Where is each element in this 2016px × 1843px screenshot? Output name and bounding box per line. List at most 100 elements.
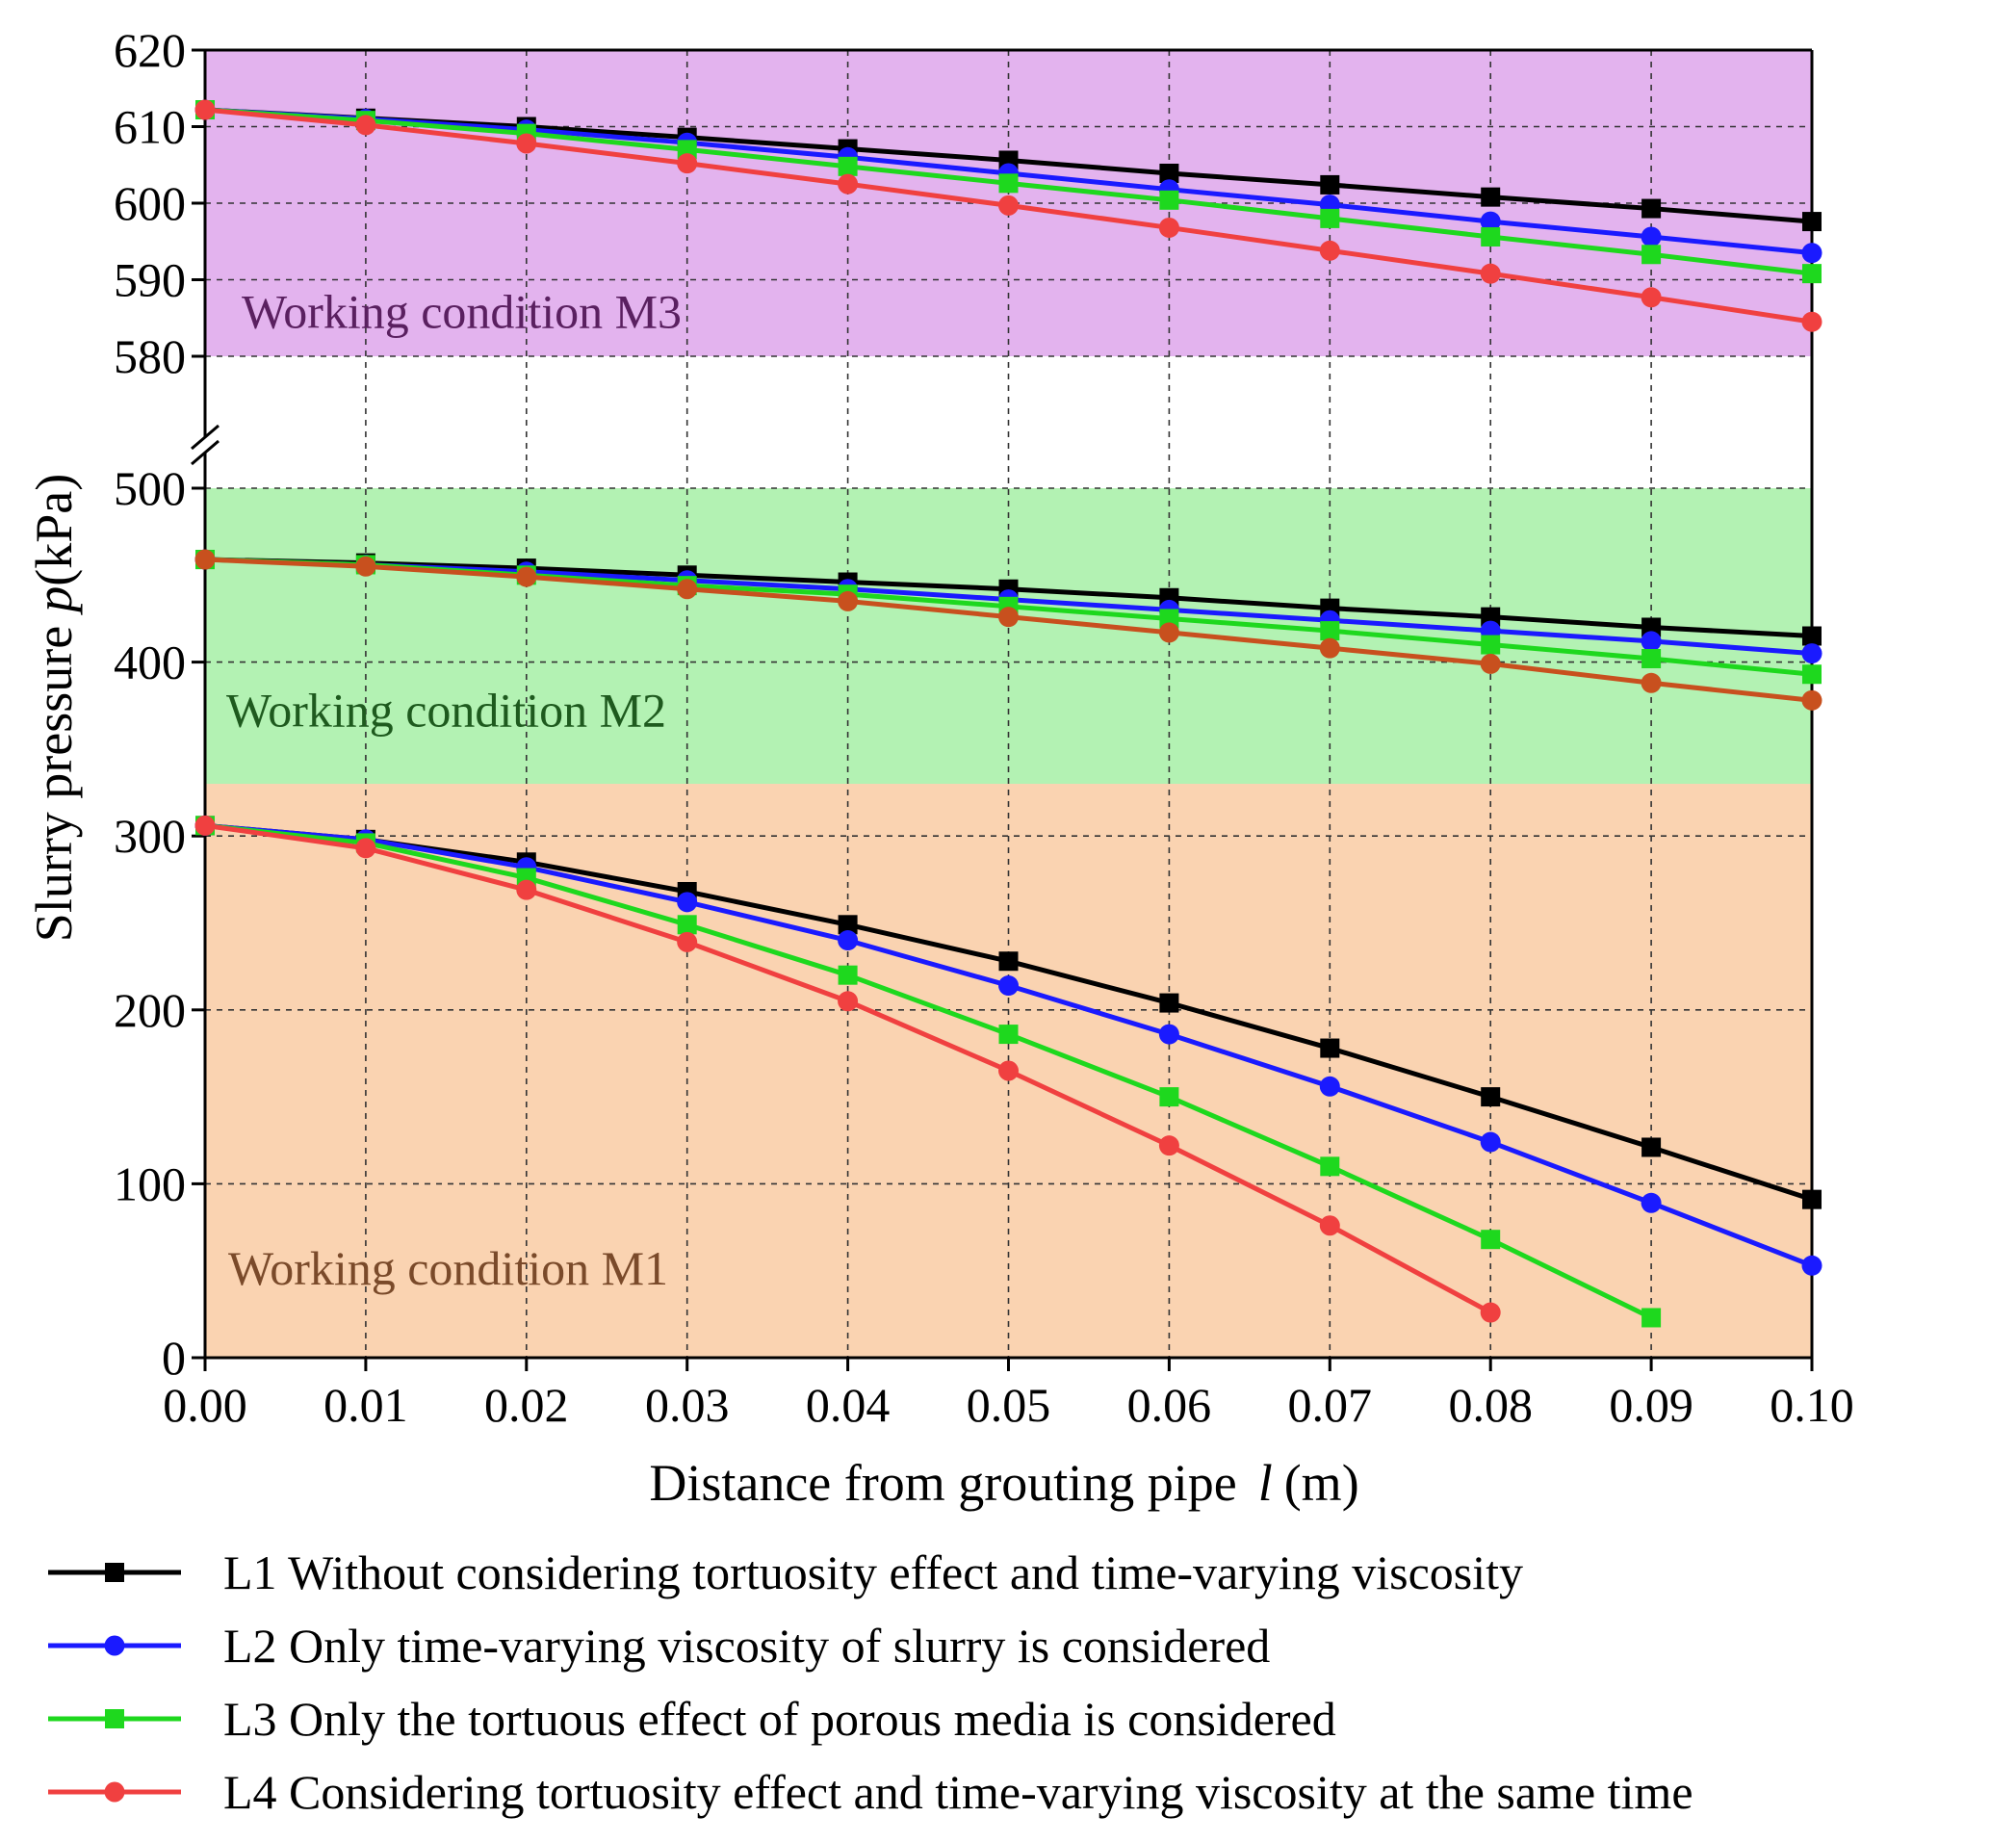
data-point [1159,190,1179,210]
data-point [1319,240,1340,261]
data-point [1801,311,1822,332]
data-point [1802,1189,1822,1209]
data-point [998,173,1019,194]
x-tick-label: 0.05 [967,1378,1051,1432]
legend: L1 Without considering tortuosity effect… [48,1545,1693,1819]
data-point [516,879,537,900]
data-point [1641,1192,1662,1213]
region-label-2: Working condition M2 [226,683,666,737]
data-point [1801,1255,1822,1276]
data-point [1802,212,1822,232]
data-point [104,1781,125,1803]
axis-break-mark [191,424,220,451]
data-point [1480,1131,1501,1153]
series-4-m1 [194,815,1501,1323]
data-point [1641,631,1662,652]
data-point [1158,1024,1179,1045]
data-point [1158,1135,1179,1156]
data-point [998,1060,1019,1081]
legend-item-3: L3 Only the tortuous effect of porous me… [48,1692,1336,1746]
data-point [1481,187,1501,207]
region-label-3: Working condition M3 [242,285,682,339]
legend-label: L3 Only the tortuous effect of porous me… [223,1692,1336,1746]
data-point [1159,993,1179,1013]
legend-label: L2 Only time-varying viscosity of slurry… [223,1619,1270,1673]
data-point [1319,637,1340,659]
data-point [1801,643,1822,664]
data-point [998,951,1019,972]
series-4-m3 [194,99,1822,332]
data-point [677,153,698,174]
data-point [998,1025,1019,1045]
data-point [838,991,859,1012]
data-point [1158,217,1179,238]
data-point [105,1563,124,1582]
series-line [204,822,1653,1320]
data-point [1319,1215,1340,1236]
y-tick-label: 500 [114,461,186,515]
data-point [998,975,1019,997]
x-tick-label: 0.09 [1609,1378,1693,1432]
data-point [1481,635,1501,655]
region-labels: Working condition M1 Working condition M2… [226,285,682,1296]
data-point [1641,198,1662,219]
data-point [1641,1308,1662,1328]
data-point [1480,1302,1501,1323]
data-point [1320,174,1340,195]
data-point [1320,208,1340,228]
x-tick-label: 0.03 [645,1378,730,1432]
data-point [1159,1087,1179,1107]
data-point [1801,689,1822,711]
x-axis-title: Distance from grouting pipe l (m) [649,1454,1358,1512]
data-point [1159,609,1179,629]
data-point [1641,617,1662,637]
data-point [1641,287,1662,308]
series [194,99,1822,1328]
data-point [1481,607,1501,627]
data-point [1480,211,1501,232]
data-point [1320,1038,1340,1058]
legend-label: L1 Without considering tortuosity effect… [223,1545,1523,1599]
data-point [105,1709,124,1728]
x-tick-label: 0.02 [484,1378,569,1432]
data-point [677,931,698,952]
data-point [838,930,859,951]
y-tick-label: 400 [114,636,186,689]
y-tick-label: 600 [114,176,186,230]
series-4-m2 [194,549,1822,711]
x-tick-label: 0.06 [1127,1378,1212,1432]
data-point [1319,1076,1340,1097]
data-point [194,99,216,120]
data-point [1320,1156,1340,1177]
data-point [1481,1087,1501,1107]
data-point [194,815,216,836]
x-tick-label: 0.00 [163,1378,247,1432]
data-point [1802,626,1822,646]
data-point [838,173,859,195]
data-point [1802,264,1822,284]
data-point [1641,672,1662,693]
data-point [998,195,1019,216]
legend-label: L4 Considering tortuosity effect and tim… [223,1765,1693,1819]
data-point [1802,664,1822,685]
data-point [1480,653,1501,674]
data-point [1641,648,1662,668]
legend-item-2: L2 Only time-varying viscosity of slurry… [48,1619,1270,1673]
region-label-1: Working condition M1 [228,1241,668,1295]
data-point [1159,163,1179,183]
data-point [1480,263,1501,284]
data-point [838,915,858,935]
data-point [1481,1230,1501,1250]
data-point [677,579,698,600]
y-axis-title: Slurry pressurep(kPa) [25,474,83,942]
x-tick-label: 0.07 [1288,1378,1373,1432]
data-point [1641,1137,1662,1157]
data-point [1320,621,1340,641]
data-point [677,140,697,160]
data-point [355,556,376,577]
y-tick-label: 100 [114,1156,186,1210]
data-point [104,1635,125,1656]
data-point [516,133,537,154]
data-point [1641,226,1662,247]
